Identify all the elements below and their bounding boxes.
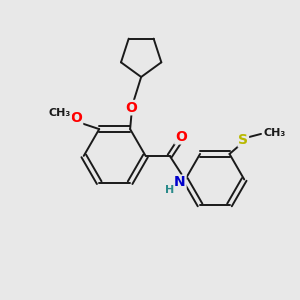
Text: CH₃: CH₃ xyxy=(49,108,71,118)
Text: O: O xyxy=(70,111,83,125)
Text: S: S xyxy=(238,133,248,147)
Text: O: O xyxy=(175,130,187,144)
Text: H: H xyxy=(165,185,174,195)
Text: CH₃: CH₃ xyxy=(263,128,286,138)
Text: O: O xyxy=(126,100,137,115)
Text: N: N xyxy=(174,176,186,189)
